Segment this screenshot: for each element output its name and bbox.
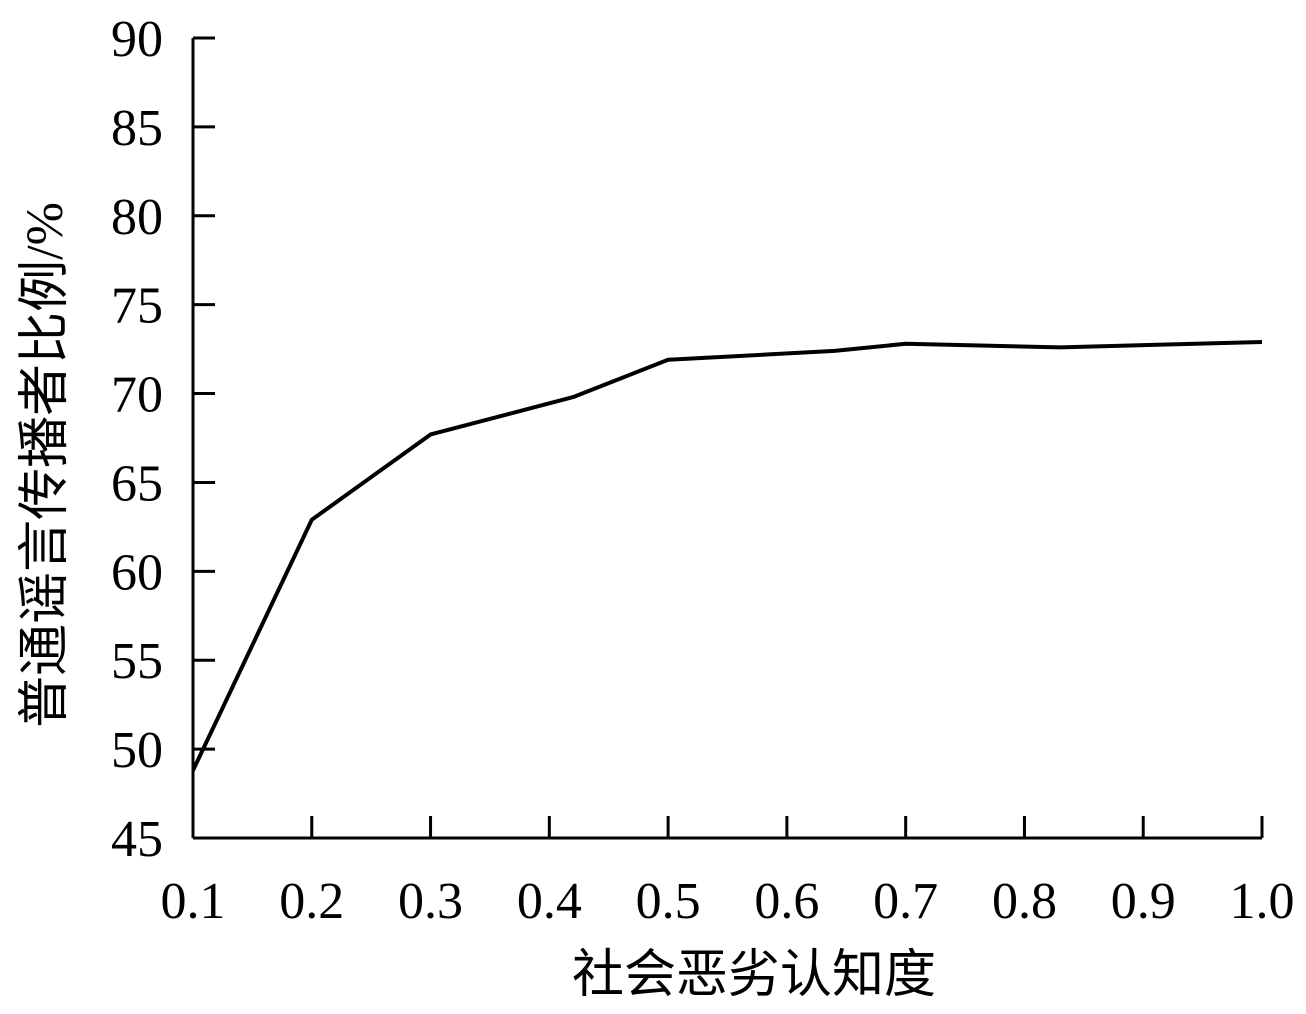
x-tick-label: 0.5 [636,873,701,930]
x-tick-label: 0.8 [992,873,1057,930]
x-tick-label: 0.9 [1111,873,1176,930]
y-tick-label: 80 [111,189,163,246]
y-tick-label: 50 [111,722,163,779]
y-tick-label: 45 [111,811,163,868]
x-tick-label: 0.3 [398,873,463,930]
y-tick-label: 90 [111,11,163,68]
y-axis-label: 普通谣言传播者比例/% [17,202,74,728]
x-tick-label: 0.7 [873,873,938,930]
y-tick-label: 70 [111,367,163,424]
line [191,340,1263,772]
x-tick-label: 0.2 [279,873,344,930]
x-tick-label: 1.0 [1230,873,1295,930]
y-tick-label: 85 [111,100,163,157]
x-tick-label: 0.6 [754,873,819,930]
x-axis-label: 社会恶劣认知度 [572,947,936,1004]
x-tick-label: 0.4 [517,873,582,930]
y-tick-label: 60 [111,544,163,601]
y-tick-label: 55 [111,633,163,690]
x-tick-label: 0.1 [161,873,226,930]
y-tick-label: 75 [111,278,163,335]
y-tick-label: 65 [111,455,163,512]
